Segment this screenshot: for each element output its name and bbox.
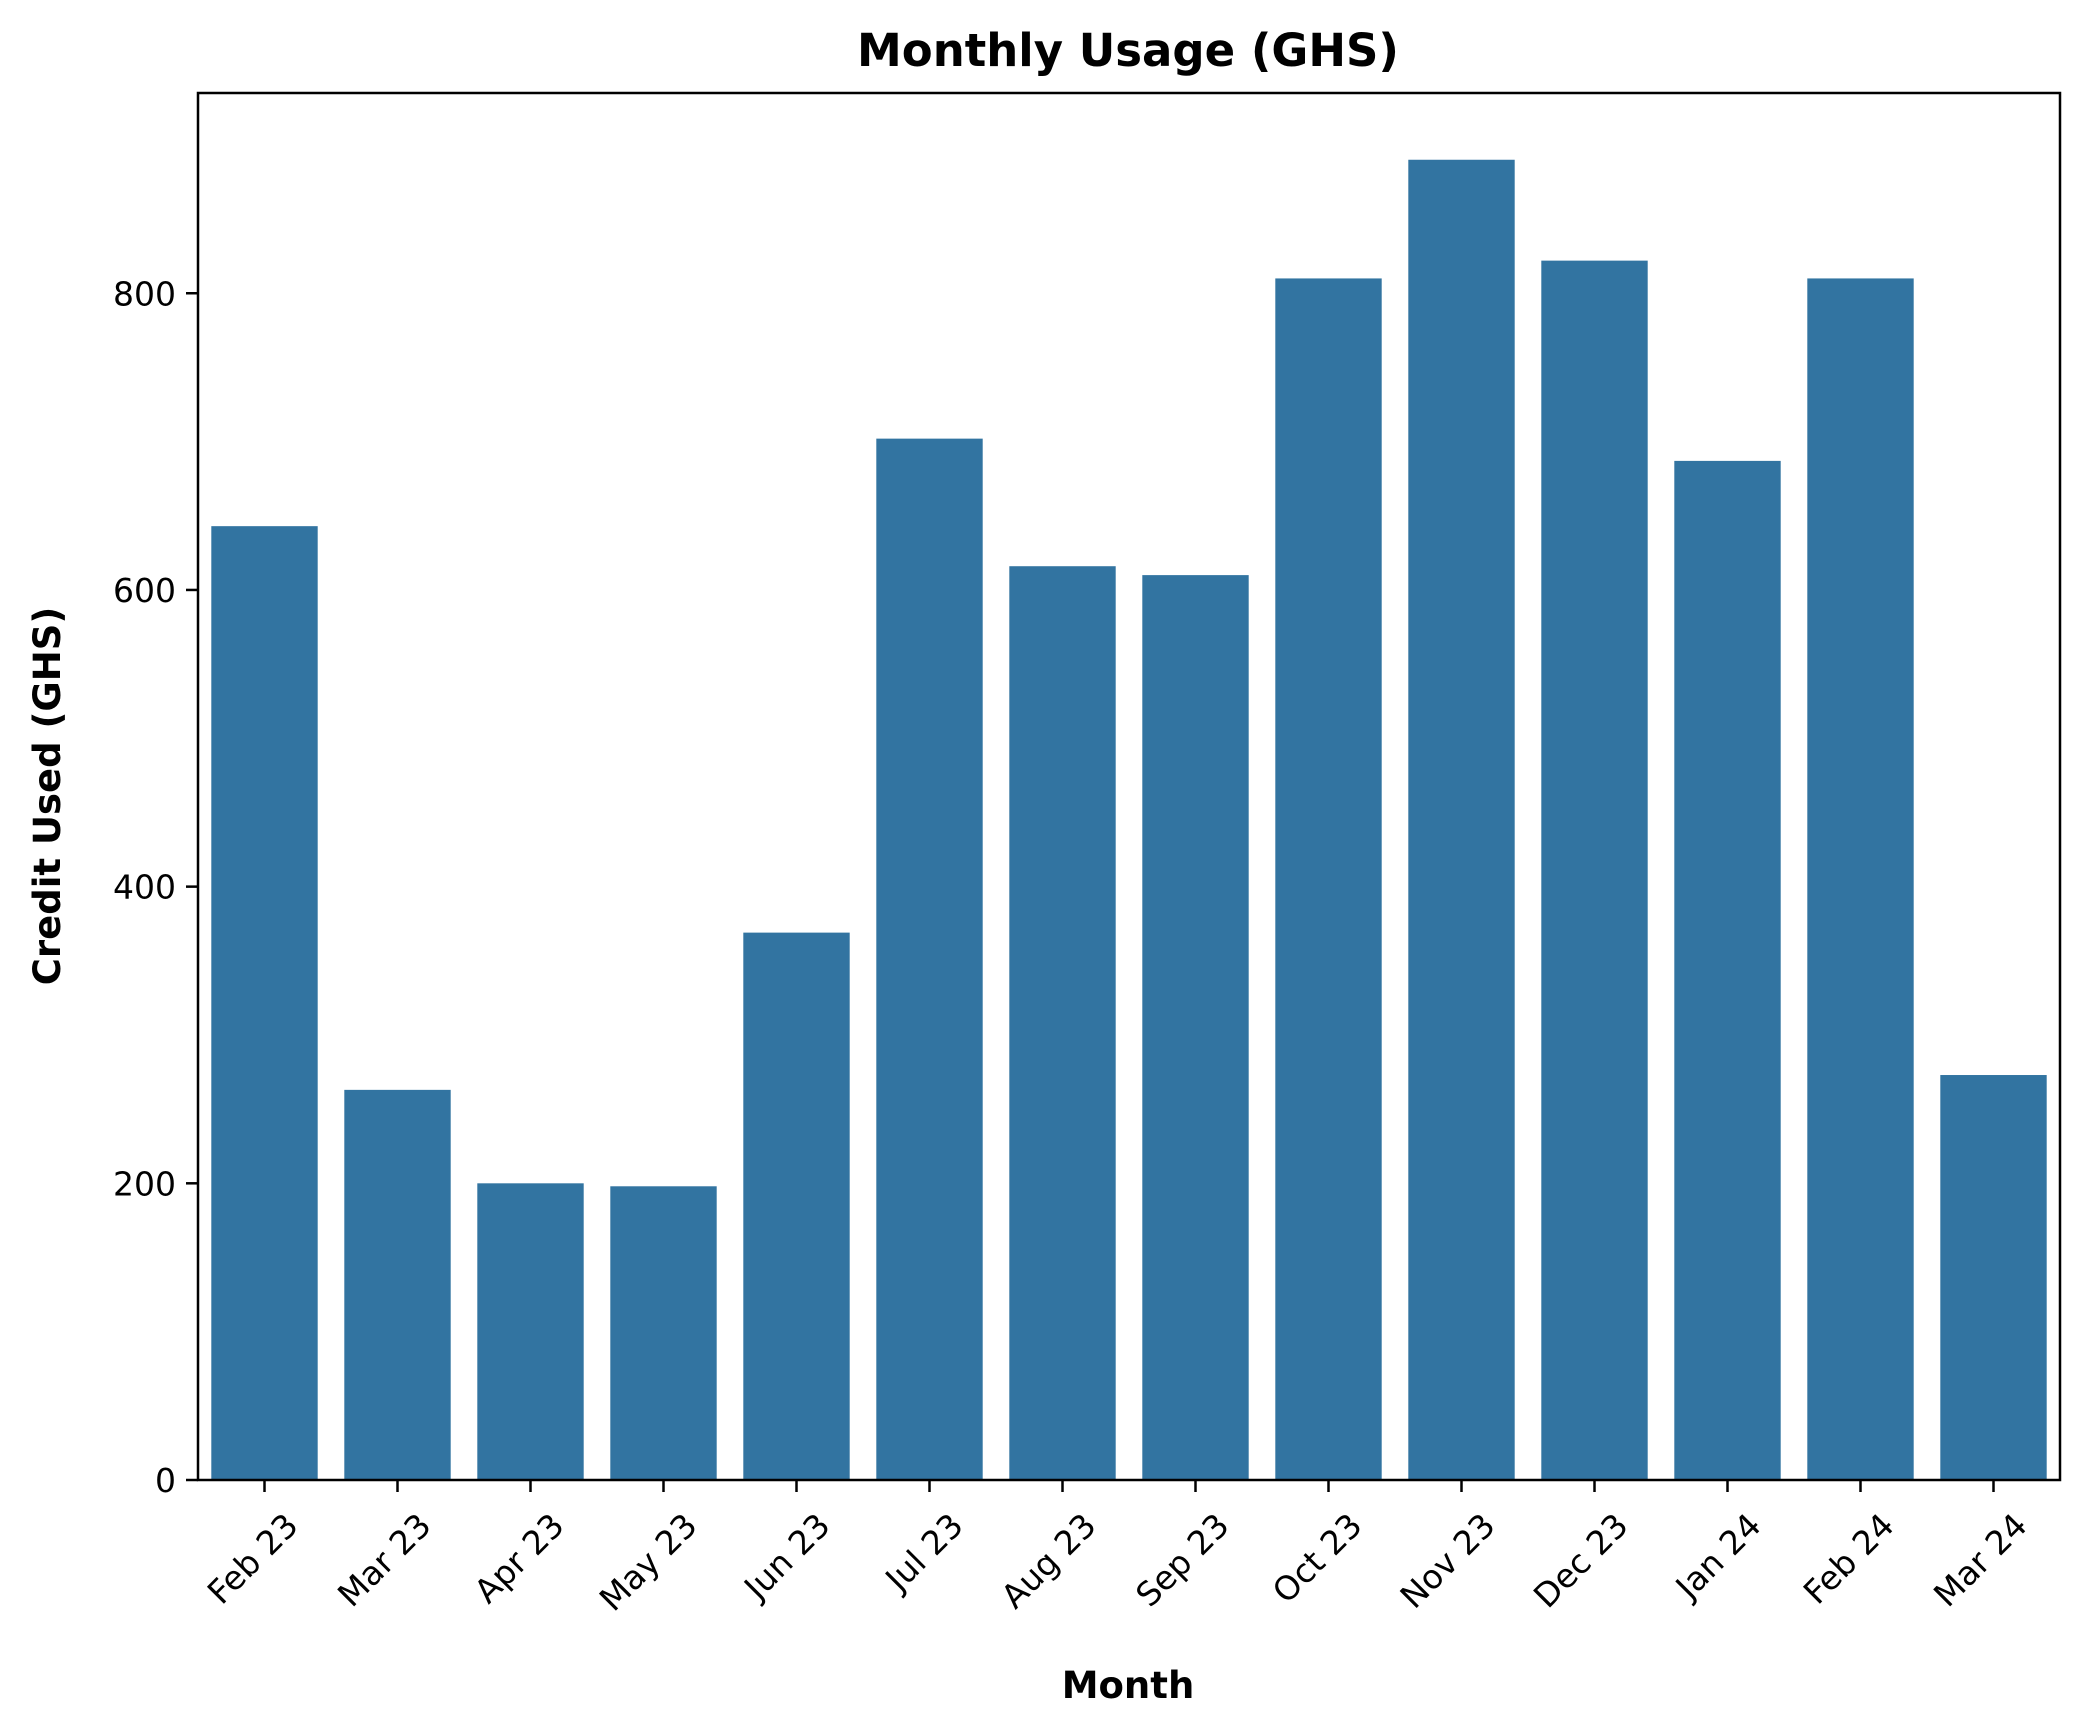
x-axis-label: Month (1062, 1664, 1195, 1707)
x-tick-label: Dec 23 (1526, 1506, 1636, 1616)
x-tick-label: Feb 23 (200, 1506, 306, 1612)
y-tick-label: 600 (113, 571, 176, 610)
bar-mar-24 (1940, 1075, 2047, 1480)
bar-sep-23 (1142, 575, 1249, 1480)
x-tick-label: Sep 23 (1128, 1506, 1237, 1615)
bar-jun-23 (743, 932, 850, 1480)
chart-title: Monthly Usage (GHS) (857, 24, 1399, 77)
x-tick-label: Jul 23 (876, 1506, 970, 1600)
bar-nov-23 (1408, 159, 1515, 1480)
x-tick-label: Mar 23 (330, 1506, 439, 1615)
bar-feb-24 (1807, 278, 1914, 1481)
x-tick-label: Mar 24 (1926, 1506, 2035, 1615)
x-tick-label: Feb 24 (1796, 1506, 1902, 1612)
x-tick-label: Oct 23 (1265, 1506, 1370, 1611)
x-tick-label: Nov 23 (1392, 1506, 1502, 1616)
bar-dec-23 (1541, 260, 1648, 1481)
bar-feb-23 (211, 526, 318, 1480)
y-tick-label: 800 (113, 274, 176, 313)
x-tick-label: Aug 23 (993, 1506, 1103, 1616)
x-axis: Feb 23 Mar 23 Apr 23 May 23 Jun 23 Jul 23 Aug … (200, 1480, 2035, 1619)
y-tick-label: 0 (155, 1461, 176, 1500)
bar-mar-23 (344, 1089, 451, 1480)
y-tick-label: 400 (113, 868, 176, 907)
bar-jul-23 (876, 438, 983, 1480)
y-axis-label: Credit Used (GHS) (26, 607, 69, 986)
bar-apr-23 (477, 1183, 584, 1480)
bar-jan-24 (1674, 460, 1781, 1480)
bar-oct-23 (1275, 278, 1382, 1481)
bar-aug-23 (1009, 566, 1116, 1480)
bars-group (211, 159, 2047, 1481)
plot-frame (196, 91, 2062, 1482)
x-tick-label: Jun 23 (735, 1506, 838, 1609)
x-tick-label: May 23 (592, 1506, 705, 1619)
x-tick-label: Jan 24 (1667, 1506, 1769, 1608)
bar-may-23 (610, 1186, 717, 1480)
y-axis: 0 200 400 600 800 (113, 274, 198, 1500)
y-tick-label: 200 (113, 1164, 176, 1203)
x-tick-label: Apr 23 (467, 1506, 572, 1611)
